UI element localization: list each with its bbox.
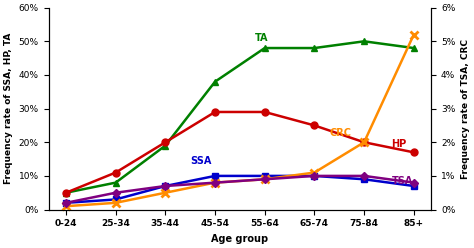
X-axis label: Age group: Age group	[211, 234, 268, 244]
Y-axis label: Frequency rate of SSA, HP, TA: Frequency rate of SSA, HP, TA	[4, 33, 13, 184]
Text: TSA: TSA	[392, 176, 413, 186]
Y-axis label: Frequency rate of TSA, CRC: Frequency rate of TSA, CRC	[461, 39, 470, 179]
Text: CRC: CRC	[329, 127, 351, 138]
Text: TA: TA	[255, 33, 268, 43]
Text: HP: HP	[392, 139, 407, 149]
Text: SSA: SSA	[190, 156, 211, 166]
